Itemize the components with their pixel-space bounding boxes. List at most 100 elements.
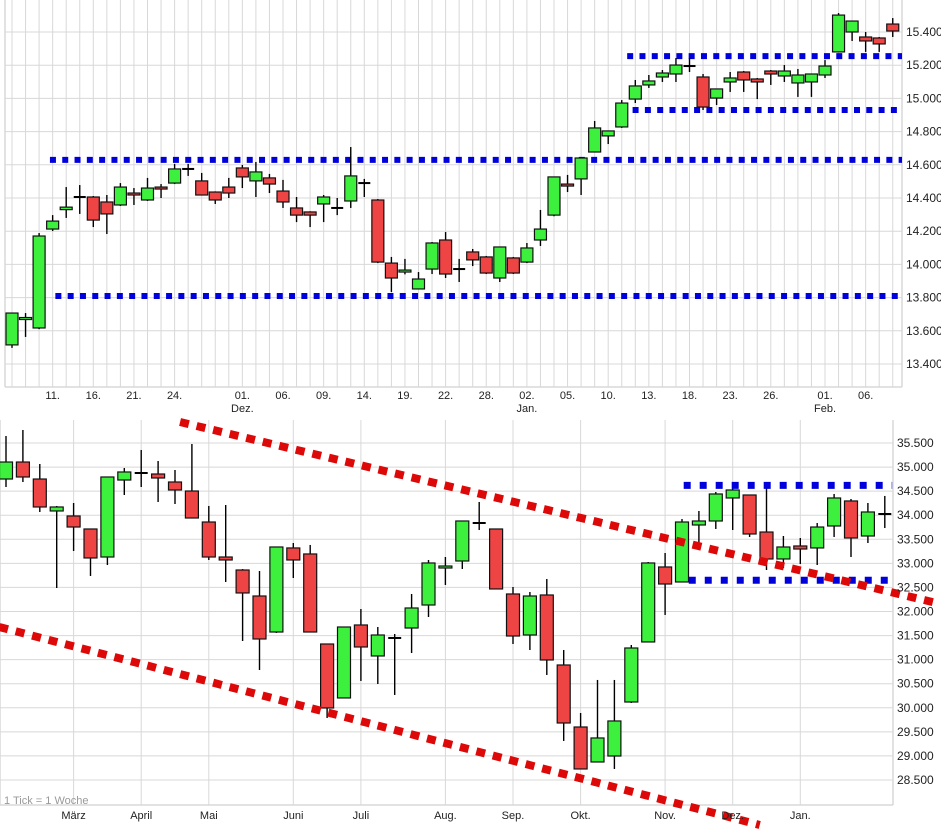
candle (18, 313, 33, 337)
x-tick-label: 06. (275, 390, 290, 402)
candle-body-up (708, 493, 723, 522)
y-tick-label: 13.400 (906, 357, 941, 371)
x-tick-label: 01. (235, 390, 250, 402)
candle-body-down (222, 186, 236, 194)
candle-body-down (560, 183, 575, 187)
candle (615, 100, 629, 128)
y-tick-label: 34.500 (897, 484, 934, 498)
x-tick-label: 24. (167, 390, 182, 402)
x-tick-label: Okt. (571, 810, 591, 822)
candle (574, 157, 588, 196)
candle (520, 242, 534, 264)
candle-body-down (737, 71, 751, 81)
top-y-axis: 15.400 15.200 15.000 14.800 14.600 14.400 14.2… (906, 25, 941, 371)
candle-body-up (398, 269, 412, 273)
candle-body-up (140, 187, 155, 201)
candle (750, 77, 764, 100)
x-month-label: Jan. (517, 403, 538, 415)
candle-body-down (843, 500, 859, 539)
y-tick-label: 30.500 (897, 677, 934, 691)
candle-body-up (669, 64, 683, 75)
candle-body-up (455, 520, 470, 562)
candle-body-down (83, 528, 98, 559)
candle (696, 73, 710, 111)
x-tick-label: 02. (519, 390, 534, 402)
candle (588, 120, 602, 153)
candle-body-down (286, 547, 301, 561)
candle-body-up (674, 521, 690, 583)
candle-body-down (252, 595, 267, 640)
candle-body-up (269, 546, 284, 633)
candle (472, 501, 486, 530)
candle-body-up (791, 74, 805, 84)
candle (201, 505, 216, 560)
candle (384, 256, 398, 292)
candle-body-up (49, 506, 64, 512)
candle (127, 188, 141, 205)
candle-body-up (370, 634, 385, 657)
candle-body-down (556, 664, 571, 724)
candle-body-up (425, 242, 439, 270)
candle-body-up (804, 73, 819, 83)
candle (168, 163, 182, 185)
candle-body-down (759, 531, 774, 560)
x-tick-label: 11. (45, 390, 59, 402)
candle (208, 191, 222, 204)
candle-body-up (411, 278, 426, 290)
candle (466, 248, 480, 267)
candle (100, 195, 114, 235)
x-month-label: Feb. (814, 403, 836, 415)
candle-body-up (421, 562, 436, 606)
interval-note: 1 Tick = 1 Woche (4, 795, 88, 807)
candle (404, 593, 419, 653)
candle (5, 312, 19, 348)
bottom-x-axis: März April Mai Juni Juli Aug. Sep. Okt. Nov. Dez.… (61, 810, 810, 822)
candle-body-up (336, 626, 352, 699)
candle-body-down (466, 251, 480, 261)
candle-body-up (18, 316, 33, 321)
candle (793, 537, 808, 564)
candle-body-up (709, 88, 724, 99)
x-tick-label: 22. (438, 390, 453, 402)
candle-body-down (371, 199, 385, 263)
candle (353, 608, 368, 681)
candle (59, 187, 73, 218)
candle (222, 177, 236, 198)
candle (777, 65, 791, 82)
candle-body-up (438, 565, 453, 569)
candle (66, 502, 81, 551)
candle-body-down (320, 643, 335, 709)
candle-body-down (303, 553, 318, 633)
candle-body-down (303, 211, 317, 216)
x-tick-label: Juni (283, 810, 303, 822)
candle-body-up (0, 461, 14, 480)
candle-body-down (66, 515, 81, 528)
candle-body-down (86, 196, 100, 221)
y-tick-label: 15.400 (906, 25, 941, 39)
y-tick-label: 14.000 (906, 257, 941, 271)
candle (886, 18, 900, 37)
y-tick-label: 14.200 (906, 224, 941, 238)
x-tick-label: 10. (601, 390, 616, 402)
candle-body-up (46, 220, 60, 230)
y-tick-label: 13.800 (906, 291, 941, 305)
candle-body-up (493, 246, 507, 279)
candle (154, 184, 168, 198)
candle (336, 626, 352, 699)
candle (370, 627, 385, 685)
candle (590, 679, 605, 763)
candle (607, 679, 622, 769)
candle (140, 177, 155, 201)
candle-body-down (489, 528, 504, 590)
candle-body-up (831, 14, 846, 53)
candle-body-up (522, 595, 538, 636)
top-x-axis: 11. 16. 21. 24. 01.Dez.06. 09. 14. 19. 22. 28. 02.… (45, 390, 873, 415)
top-support-resistance-lines (49, 53, 902, 299)
candle (826, 493, 842, 537)
bottom-support-resistance-lines (683, 481, 893, 584)
candle (411, 272, 426, 290)
candle (556, 650, 571, 741)
x-tick-label: 14. (357, 390, 372, 402)
candle-body-up (590, 737, 605, 763)
candle (725, 484, 740, 530)
